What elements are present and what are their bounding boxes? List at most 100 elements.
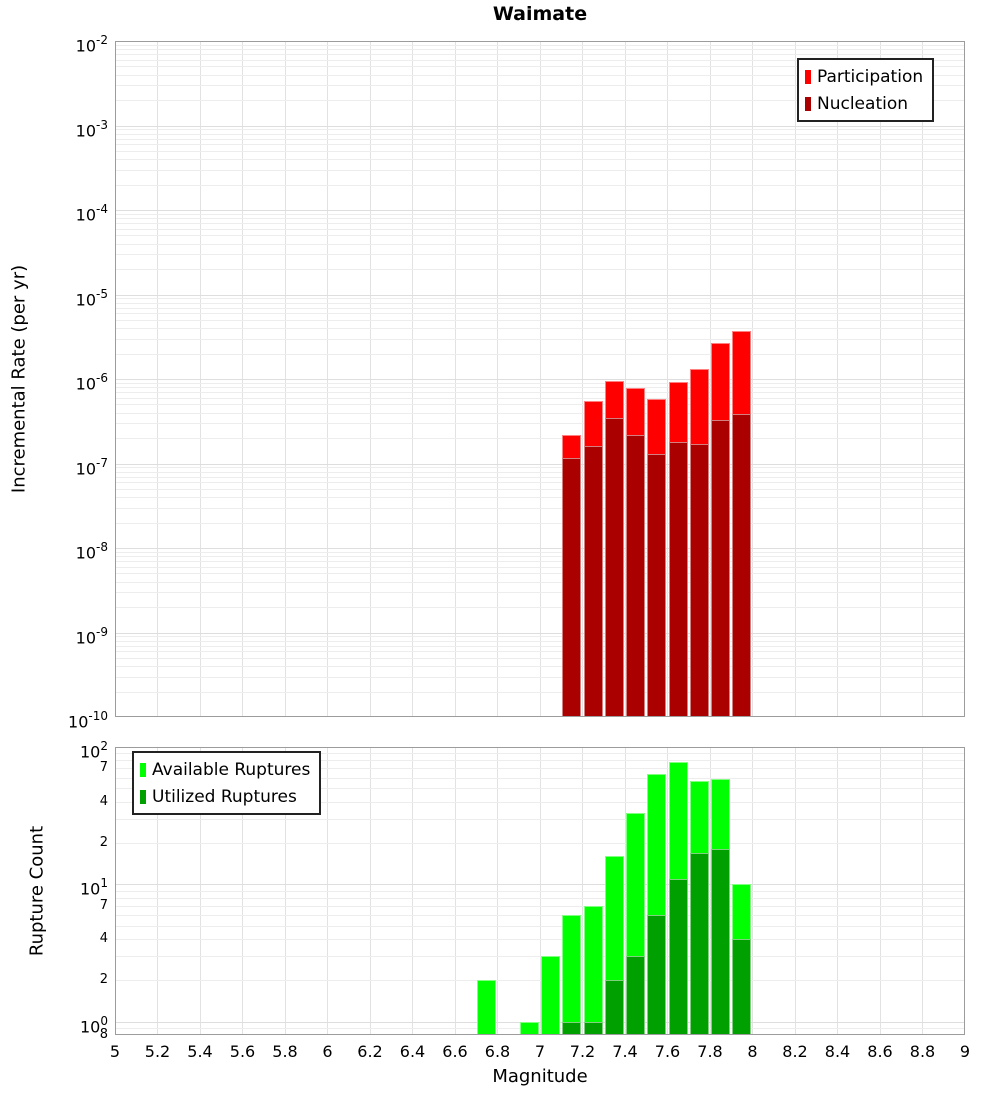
- minor-gridline: [115, 482, 965, 484]
- x-tick-label: 5.6: [229, 1042, 256, 1061]
- minor-gridline: [115, 74, 965, 76]
- x-tick-label: 8: [747, 1042, 758, 1061]
- x-tick-label: 7.8: [697, 1042, 723, 1061]
- minor-gridline: [115, 777, 965, 779]
- x-tick-label: 6: [322, 1042, 333, 1061]
- tick-mantissa: 10: [80, 879, 101, 899]
- minor-gridline: [115, 607, 965, 609]
- nucleation-bar: [711, 419, 731, 717]
- x-tick-label: 5.8: [272, 1042, 298, 1061]
- minor-gridline: [115, 235, 965, 237]
- utilized-ruptures-bar: [647, 914, 667, 1035]
- utilized-ruptures-bar: [711, 849, 731, 1035]
- tick-exponent: -3: [96, 117, 108, 132]
- y-tick-label: 102: [28, 735, 108, 761]
- minor-gridline: [115, 150, 965, 152]
- minor-gridline: [115, 397, 965, 399]
- minor-gridline: [115, 44, 965, 46]
- minor-gridline: [115, 636, 965, 638]
- major-gridline: [115, 884, 965, 886]
- minor-gridline: [115, 592, 965, 594]
- minor-gridline: [115, 228, 965, 230]
- minor-gridline: [115, 753, 965, 755]
- chart-title: Waimate: [492, 3, 588, 25]
- rupture-legend: Available Ruptures Utilized Ruptures: [132, 751, 322, 815]
- minor-gridline: [115, 556, 965, 558]
- minor-gridline: [115, 382, 965, 384]
- minor-gridline: [115, 566, 965, 568]
- y-minor-tick-label: 2: [99, 835, 108, 850]
- y-minor-tick-label: 8: [99, 1027, 108, 1042]
- minor-gridline: [115, 423, 965, 425]
- incremental-rate-plot-area: [115, 41, 965, 717]
- minor-gridline: [115, 254, 965, 256]
- utilized-ruptures-bar: [626, 956, 646, 1035]
- utilized-ruptures-bar: [604, 980, 624, 1035]
- minor-gridline: [115, 666, 965, 668]
- y-tick-label: 10-2: [28, 29, 108, 55]
- y-tick-label: 10-4: [28, 198, 108, 225]
- nucleation-bar: [583, 446, 603, 717]
- legend-label: Participation: [817, 66, 924, 87]
- nucleation-bar: [689, 444, 709, 717]
- minor-gridline: [115, 640, 965, 642]
- rate-legend: Participation Nucleation: [797, 58, 935, 122]
- minor-gridline: [115, 657, 965, 659]
- minor-gridline: [115, 760, 965, 762]
- major-gridline: [115, 294, 965, 296]
- minor-gridline: [115, 551, 965, 553]
- minor-gridline: [115, 905, 965, 907]
- utilized-ruptures-bar: [562, 1021, 582, 1035]
- minor-gridline: [115, 818, 965, 820]
- major-gridline: [115, 379, 965, 380]
- minor-gridline: [115, 691, 965, 693]
- minor-gridline: [115, 307, 965, 309]
- minor-gridline: [115, 387, 965, 389]
- minor-gridline: [115, 66, 965, 68]
- minor-gridline: [115, 54, 965, 56]
- tick-exponent: -7: [96, 455, 108, 470]
- tick-exponent: -6: [96, 371, 108, 385]
- nucleation-bar: [562, 458, 582, 717]
- minor-gridline: [115, 467, 965, 469]
- tick-exponent: -5: [96, 286, 108, 301]
- major-gridline: [115, 548, 965, 549]
- minor-gridline: [115, 438, 965, 440]
- tick-exponent: -9: [96, 624, 108, 639]
- rate-y-axis-title: Incremental Rate (per yr): [8, 264, 30, 494]
- x-tick-label: 7.2: [569, 1042, 596, 1061]
- minor-gridline: [115, 404, 965, 406]
- minor-gridline: [115, 49, 965, 51]
- x-tick-label: 6.2: [357, 1042, 383, 1061]
- minor-gridline: [115, 522, 965, 524]
- minor-gridline: [115, 497, 965, 499]
- x-tick-label: 5.2: [144, 1042, 171, 1061]
- nucleation-swatch-icon: [805, 96, 811, 111]
- tick-mantissa: 10: [75, 289, 97, 309]
- minor-gridline: [115, 218, 965, 220]
- tick-exponent: 2: [100, 739, 108, 753]
- minor-gridline: [115, 159, 965, 161]
- minor-gridline: [115, 788, 965, 790]
- y-tick-label: 10-9: [28, 621, 108, 647]
- tick-mantissa: 10: [75, 205, 97, 225]
- tick-exponent: -8: [96, 540, 108, 554]
- legend-item-utilized-ruptures: Utilized Ruptures: [140, 783, 310, 810]
- minor-gridline: [115, 980, 965, 982]
- minor-gridline: [115, 243, 965, 245]
- minor-gridline: [115, 939, 965, 940]
- tick-exponent: -10: [88, 709, 108, 723]
- tick-mantissa: 10: [68, 712, 89, 732]
- minor-gridline: [115, 169, 965, 171]
- minor-gridline: [115, 184, 965, 186]
- minor-gridline: [115, 956, 965, 958]
- tick-mantissa: 10: [75, 120, 97, 140]
- legend-label: Utilized Ruptures: [152, 786, 297, 807]
- minor-gridline: [115, 676, 965, 678]
- major-gridline: [115, 463, 965, 465]
- minor-gridline: [115, 768, 965, 770]
- x-tick-label: 9: [959, 1042, 971, 1061]
- minor-gridline: [115, 476, 965, 478]
- minor-gridline: [115, 59, 965, 61]
